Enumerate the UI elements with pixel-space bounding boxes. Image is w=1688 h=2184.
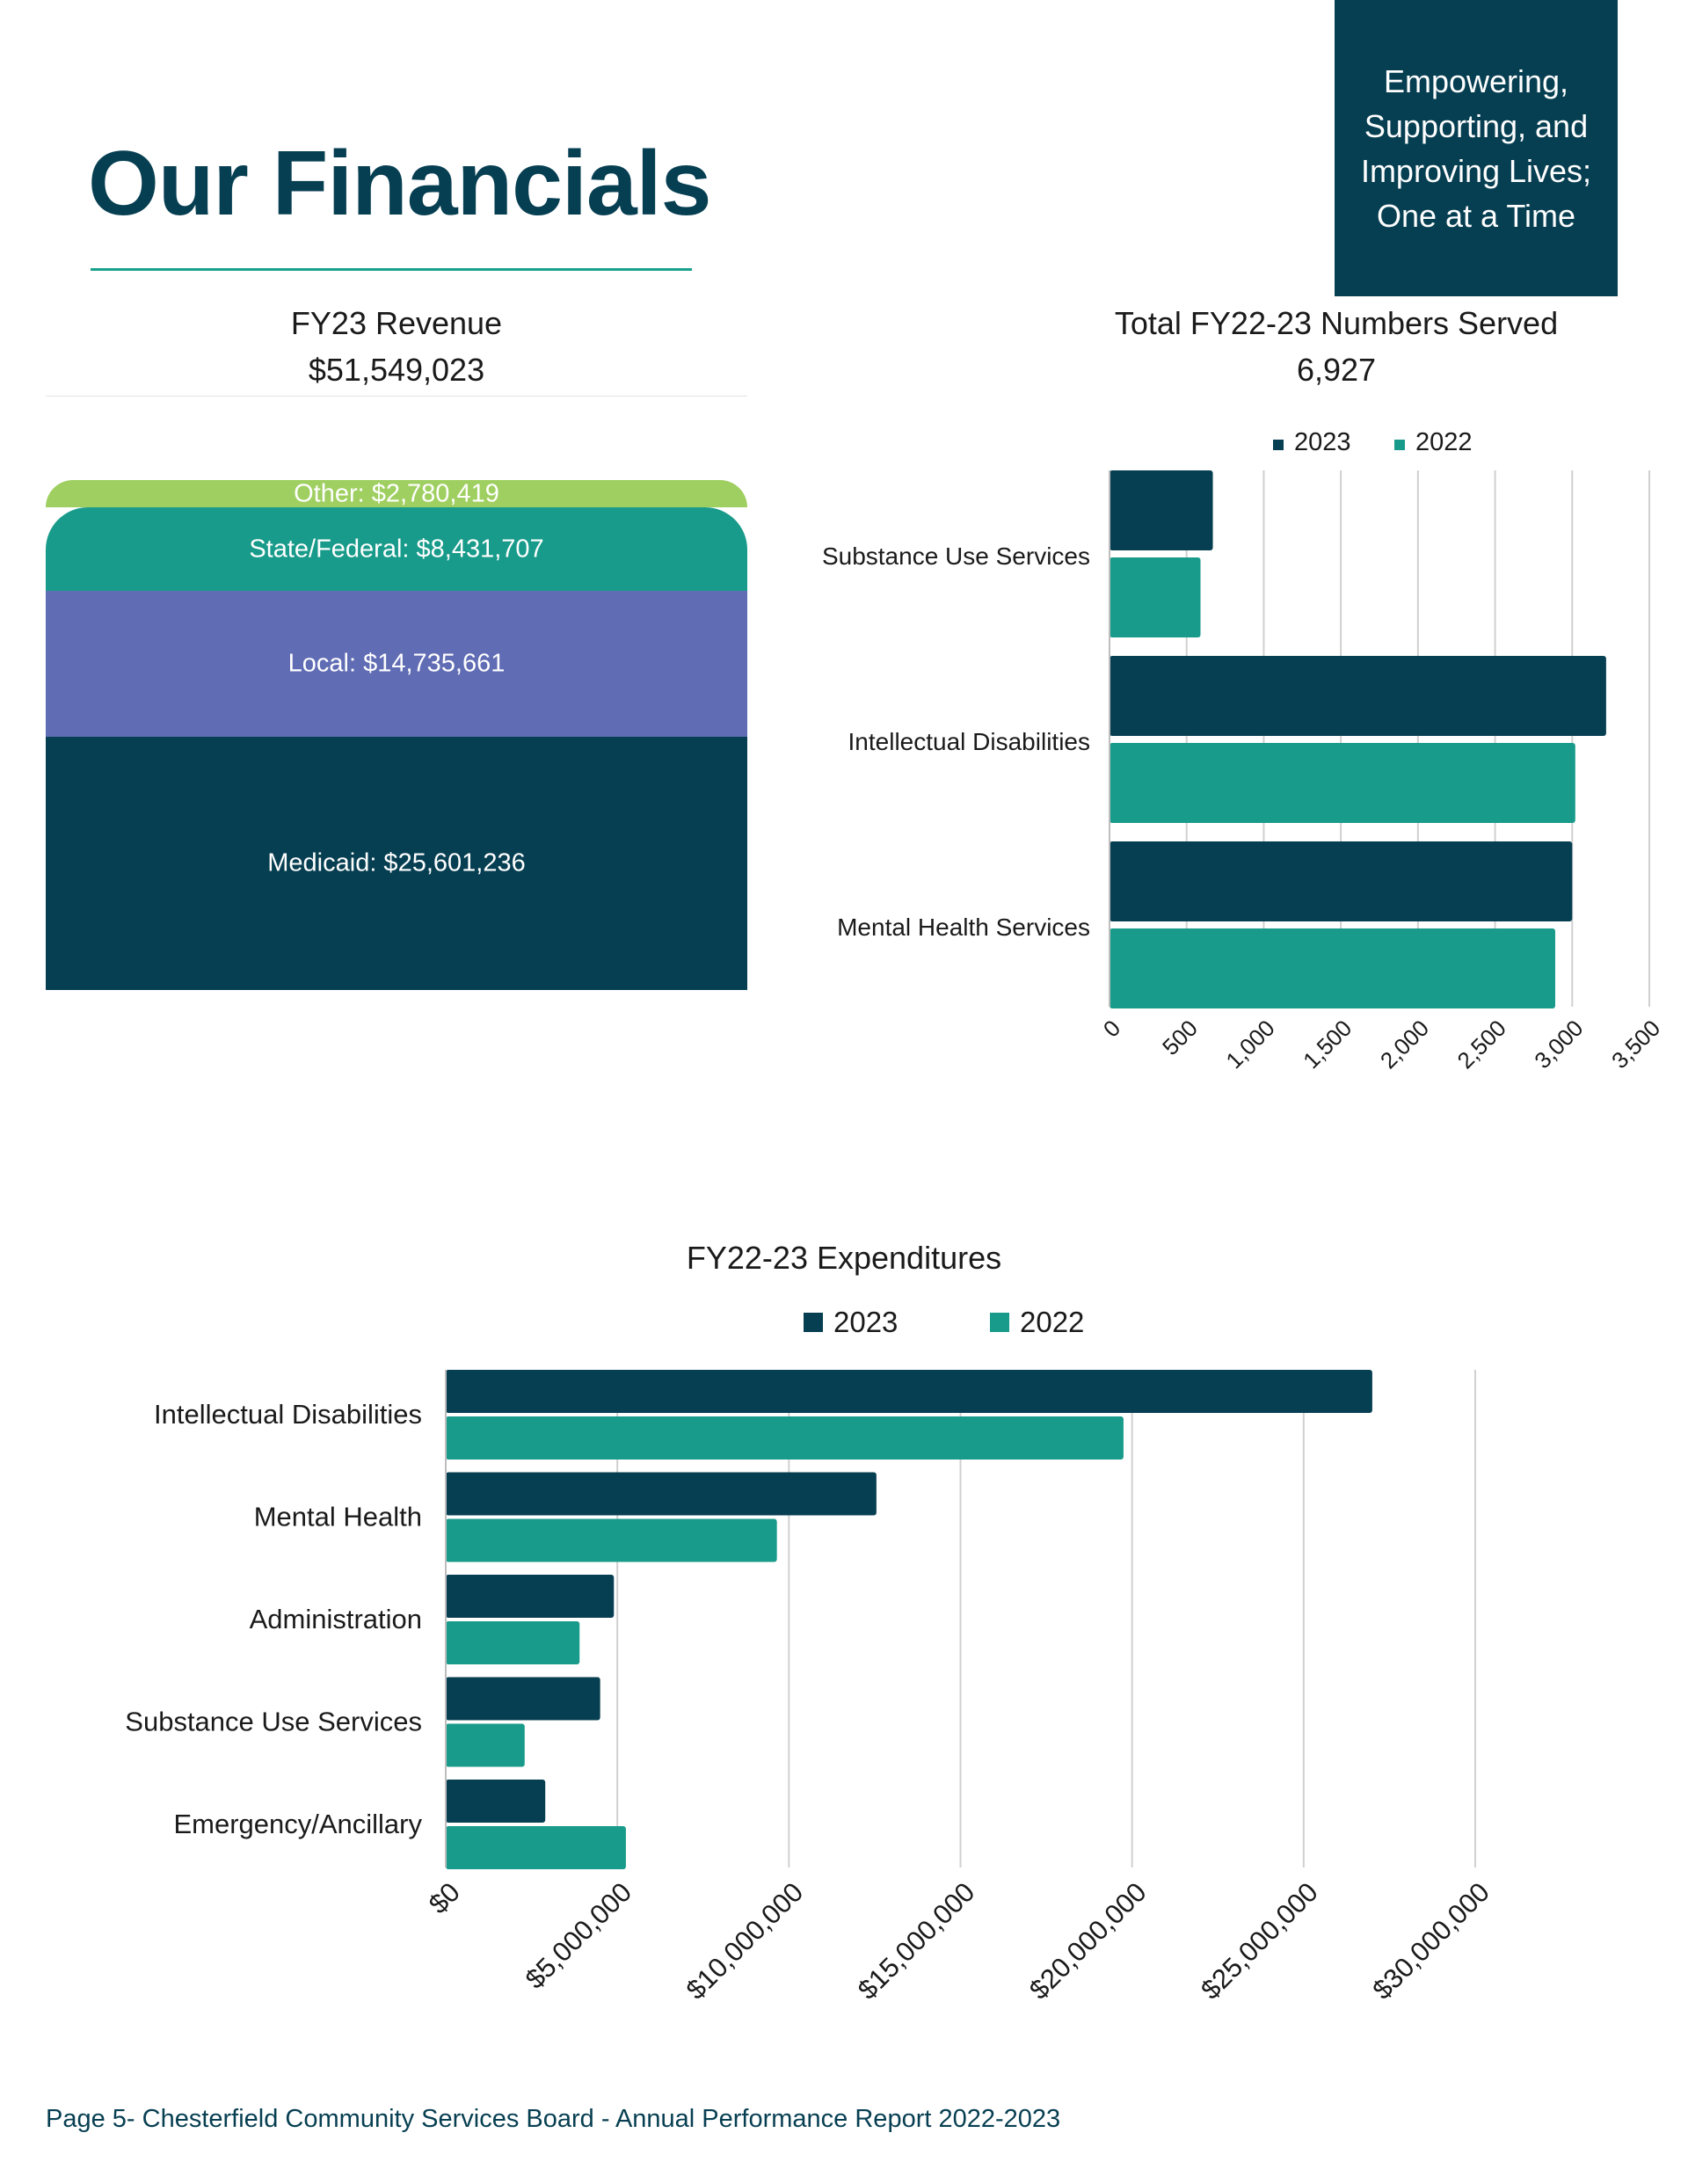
bar-2022 <box>1110 928 1555 1008</box>
bar-2023 <box>446 1677 600 1721</box>
expenditures-title: FY22-23 Expenditures <box>686 1240 1002 1276</box>
revenue-segment: Other: $2,780,419 <box>46 479 747 508</box>
revenue-segment: State/Federal: $8,431,707 <box>46 507 747 592</box>
tagline-line: Improving Lives; <box>1360 152 1592 189</box>
legend-swatch <box>1273 440 1284 450</box>
bar-2023 <box>446 1780 546 1823</box>
served-total: 6,927 <box>1296 352 1377 388</box>
served-chart-title: Total FY22-23 Numbers Served 6,927 <box>1055 300 1618 393</box>
tagline-line: Empowering, <box>1383 62 1569 99</box>
served-bar-chart: 0 500 1,000 1,500 2,000 2,500 3,000 3,500Substa… <box>822 428 1665 1074</box>
legend-swatch <box>1394 440 1405 450</box>
legend-swatch <box>990 1313 1009 1332</box>
title-underline <box>91 268 692 271</box>
category-label: Mental Health Services <box>837 914 1090 941</box>
revenue-segment-label: State/Federal: $8,431,707 <box>249 535 544 564</box>
revenue-title: FY23 Revenue <box>290 305 503 341</box>
legend-label: 2022 <box>1415 428 1473 456</box>
legend-label: 2023 <box>833 1306 898 1338</box>
x-tick-label: $25,000,000 <box>1195 1876 1324 2006</box>
revenue-segment-label: Other: $2,780,419 <box>294 479 499 508</box>
bar-2022 <box>1110 557 1201 637</box>
bar-2022 <box>446 1518 777 1562</box>
revenue-segment-label: Medicaid: $25,601,236 <box>267 848 526 877</box>
x-tick-label: $10,000,000 <box>680 1876 810 2006</box>
x-tick-label: $20,000,000 <box>1023 1876 1153 2006</box>
x-tick-label: $15,000,000 <box>852 1876 981 2006</box>
bar-2022 <box>1110 743 1575 823</box>
category-label: Intellectual Disabilities <box>848 728 1090 755</box>
bar-2023 <box>446 1370 1372 1413</box>
expenditures-bar-chart: $0 $5,000,000 $10,000,000 $15,000,000 $20,00… <box>125 1306 1495 2006</box>
legend-label: 2022 <box>1020 1306 1084 1338</box>
bar-2023 <box>446 1575 615 1618</box>
legend-label: 2023 <box>1294 428 1351 456</box>
x-tick-label: $0 <box>423 1876 466 1919</box>
tagline-line: One at a Time <box>1376 197 1576 234</box>
category-label: Intellectual Disabilities <box>154 1399 422 1430</box>
page-footer: Page 5- Chesterfield Community Services … <box>46 2105 1061 2133</box>
bar-2022 <box>446 1416 1124 1460</box>
category-label: Substance Use Services <box>125 1707 422 1737</box>
category-label: Substance Use Services <box>822 542 1090 570</box>
bar-2023 <box>1110 841 1573 921</box>
tagline-line: Supporting, and <box>1364 107 1589 144</box>
bar-2023 <box>1110 656 1606 736</box>
revenue-segment: Local: $14,735,661 <box>46 591 747 737</box>
legend-swatch <box>804 1313 823 1332</box>
revenue-total: $51,549,023 <box>308 352 485 388</box>
revenue-chart-title: FY23 Revenue $51,549,023 <box>46 300 747 393</box>
category-label: Administration <box>250 1604 422 1634</box>
x-tick-label: $30,000,000 <box>1366 1876 1495 2006</box>
category-label: Mental Health <box>254 1502 422 1532</box>
revenue-segment: Medicaid: $25,601,236 <box>46 736 747 990</box>
bar-2022 <box>446 1621 580 1664</box>
tagline-box: Empowering, Supporting, and Improving Li… <box>1335 0 1618 296</box>
bar-2023 <box>1110 470 1213 550</box>
page-title: Our Financials <box>88 133 711 235</box>
category-label: Emergency/Ancillary <box>173 1809 422 1839</box>
bar-2023 <box>446 1472 877 1516</box>
x-tick-label: $5,000,000 <box>520 1876 637 1994</box>
revenue-divider <box>46 396 747 397</box>
revenue-segment-label: Local: $14,735,661 <box>287 649 506 678</box>
served-title: Total FY22-23 Numbers Served <box>1114 305 1559 341</box>
bar-2022 <box>446 1723 525 1767</box>
bar-2022 <box>446 1826 626 1869</box>
